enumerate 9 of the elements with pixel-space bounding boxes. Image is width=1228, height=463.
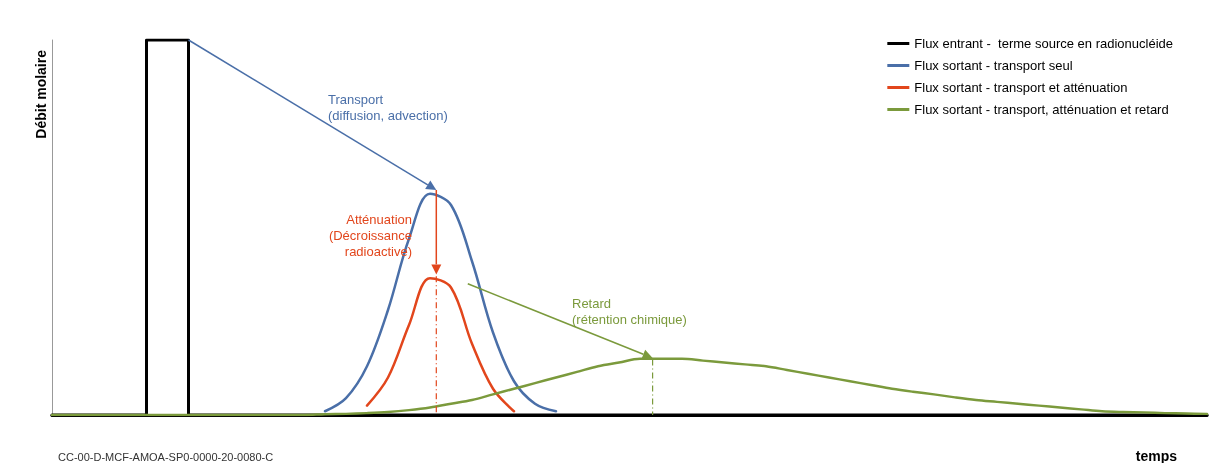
legend-label: Flux entrant - terme source en radionucléide [914, 36, 1173, 51]
legend-label: Flux sortant - transport seul [914, 58, 1073, 73]
text: CC-00-D-MCF-AMOA-SP0-0000-20-0080-C [58, 451, 274, 463]
legend-label: Flux sortant - transport, atténuation et retard [914, 102, 1169, 117]
legend-label: Flux sortant - transport et atténuation [914, 80, 1128, 95]
x-axis-title: temps [1135, 448, 1178, 463]
annotation: Transport (diffusion, advection) [328, 92, 448, 124]
annotation: Retard (rétention chimique) [572, 296, 687, 328]
y-axis-title: Débit molaire [33, 49, 49, 139]
